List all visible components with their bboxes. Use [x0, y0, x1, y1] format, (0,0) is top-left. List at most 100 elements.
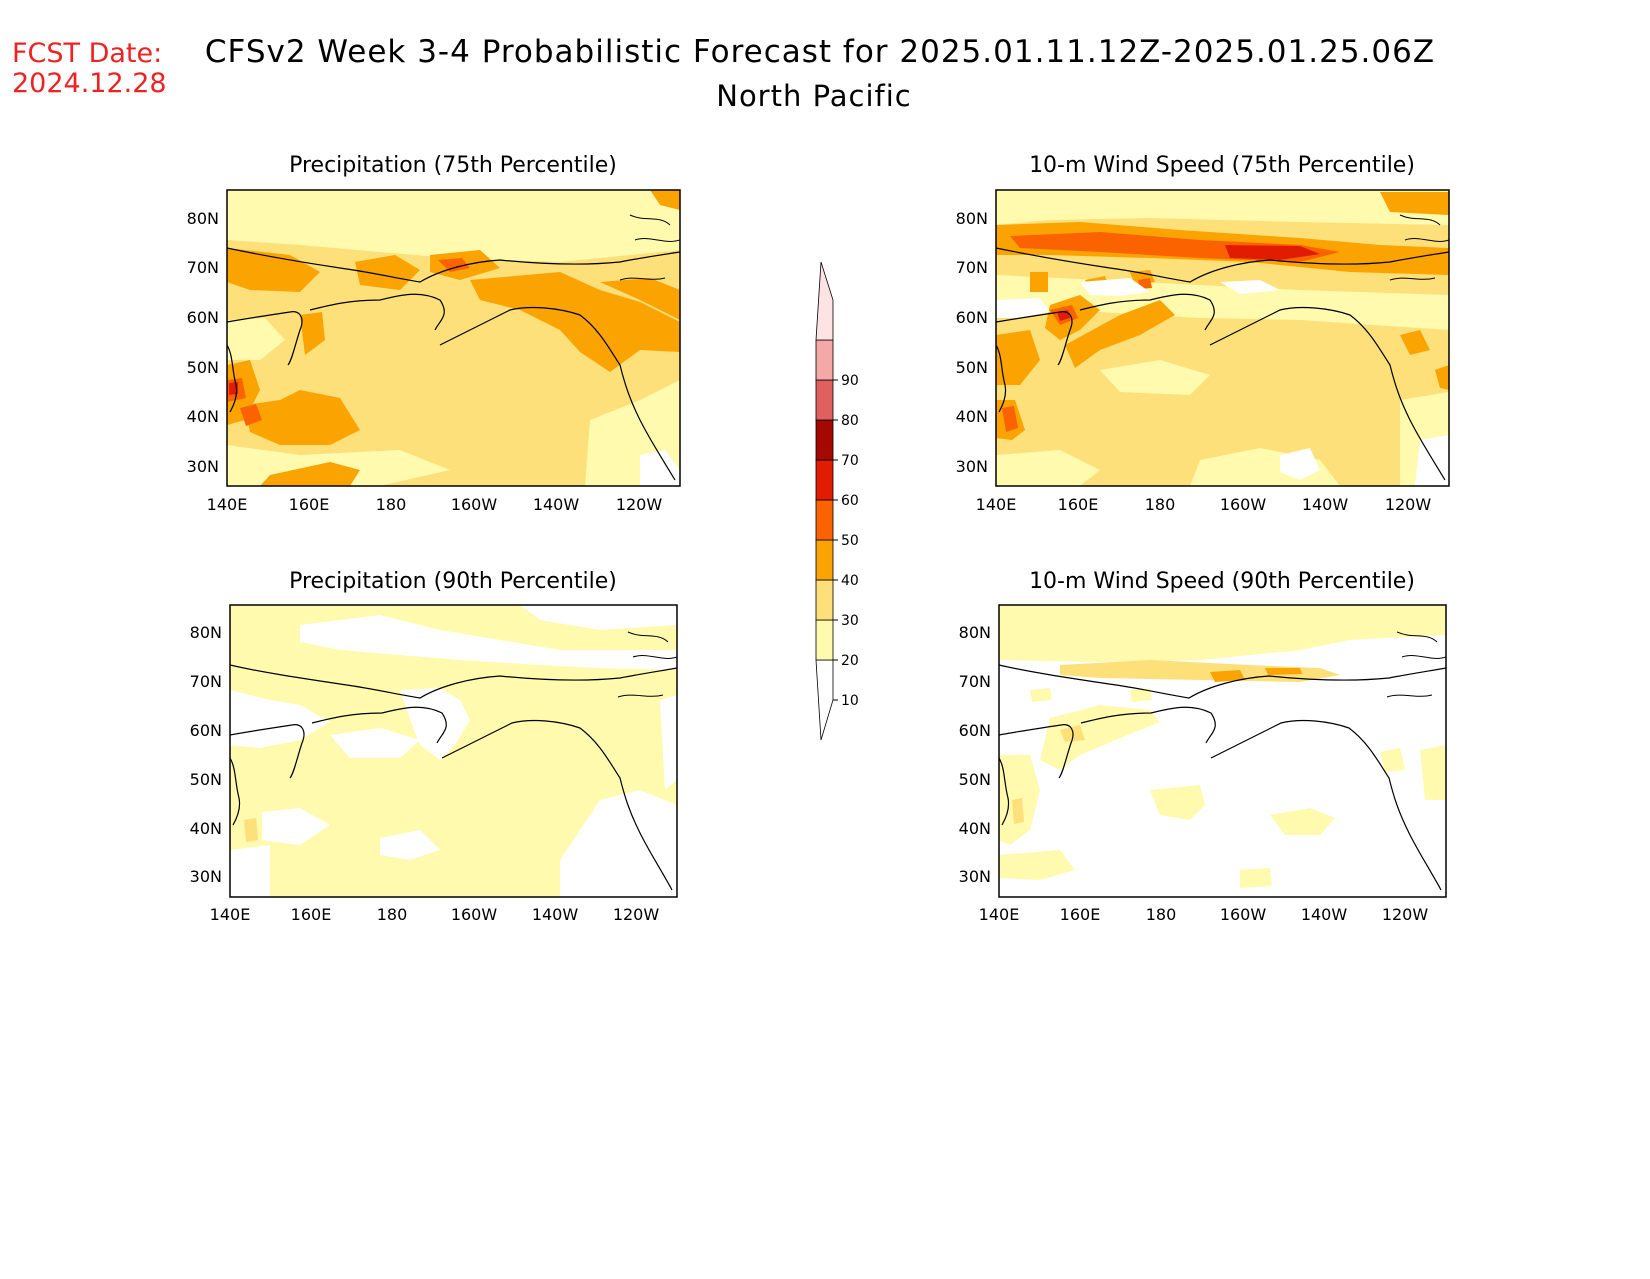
shade-light [996, 190, 1449, 225]
fcst-date-value: 2024.12.28 [12, 68, 167, 99]
lon-label: 180 [1145, 495, 1176, 514]
colorbar-bin [815, 261, 834, 341]
lat-label: 80N [956, 209, 988, 228]
shade-light [1240, 868, 1272, 888]
shade-orange [1210, 670, 1245, 682]
shade-light [1100, 360, 1210, 395]
lon-label: 180 [377, 905, 408, 924]
coastline [999, 706, 1216, 779]
lon-label: 140W [532, 905, 579, 924]
panel-wind-90: 10-m Wind Speed (90th Percentile) [959, 569, 1447, 924]
shade-orange [260, 462, 360, 486]
shade-light [999, 605, 1446, 662]
colorbar-label: 50 [841, 533, 859, 549]
colorbar-bin [815, 579, 834, 621]
fcst-date-label: FCST Date: [12, 38, 162, 69]
coastline [441, 719, 673, 891]
lat-label: 80N [959, 623, 991, 642]
lat-label: 70N [959, 672, 991, 691]
colorbar-bin [815, 379, 834, 421]
shade-white [330, 728, 420, 758]
coastline [1386, 631, 1446, 698]
coastline [1209, 306, 1446, 481]
lat-label: 60N [956, 308, 988, 327]
coastline [996, 344, 1007, 413]
shade-orange [245, 390, 360, 445]
lat-label: 50N [956, 358, 988, 377]
shade-yellow [244, 818, 258, 842]
lon-axis-labels: 140E 160E 180 160W 140W 120W [979, 905, 1429, 924]
lon-label: 160E [1058, 495, 1099, 514]
lat-axis-labels: 80N 70N 60N 50N 40N 30N [956, 209, 988, 476]
shade-white [1220, 280, 1280, 294]
precip-75-shading [227, 190, 680, 486]
shade-orange [300, 312, 325, 355]
shade-orange [600, 278, 680, 320]
shade-orange [1065, 300, 1175, 368]
coastline [999, 757, 1010, 826]
lat-label: 30N [956, 457, 988, 476]
shade-white [640, 450, 680, 486]
map-frame [995, 189, 1450, 487]
shade-white [1280, 448, 1320, 480]
precip-90-shading [230, 605, 677, 897]
lon-label: 140E [207, 495, 248, 514]
panel-title: Precipitation (75th Percentile) [289, 153, 617, 178]
lat-label: 40N [956, 407, 988, 426]
shade-white [400, 688, 470, 760]
lon-label: 160E [291, 905, 332, 924]
colorbar-label: 70 [841, 453, 859, 469]
lon-label: 140W [533, 495, 580, 514]
lon-label: 120W [616, 495, 663, 514]
lon-label: 180 [1146, 905, 1177, 924]
colorbar-bin [815, 459, 834, 501]
shade-orange [1030, 272, 1048, 292]
lat-label: 30N [187, 457, 219, 476]
lon-label: 160W [1220, 905, 1267, 924]
coastline [230, 664, 677, 699]
lat-label: 70N [187, 258, 219, 277]
colorbar-label: 80 [841, 413, 859, 429]
lon-label: 140E [210, 905, 251, 924]
shade-orange [650, 190, 680, 210]
lat-label: 50N [187, 358, 219, 377]
panel-title: 10-m Wind Speed (90th Percentile) [1029, 569, 1415, 594]
shade-orange [996, 330, 1040, 385]
shade-light [999, 850, 1075, 880]
panel-title: 10-m Wind Speed (75th Percentile) [1029, 153, 1415, 178]
coastline [996, 247, 1449, 283]
coastline [996, 293, 1215, 366]
map-frame [998, 604, 1447, 898]
colorbar-label: 30 [841, 613, 859, 629]
colorbar-bin [815, 499, 834, 541]
coastline [227, 293, 445, 366]
lon-label: 120W [1385, 495, 1432, 514]
shade-orange [355, 255, 420, 290]
shade-light [227, 318, 285, 360]
shade-white [380, 830, 440, 860]
lat-axis-labels: 80N 70N 60N 50N 40N 30N [190, 623, 222, 886]
lat-label: 50N [959, 770, 991, 789]
shade-light [1040, 705, 1160, 770]
lat-label: 50N [190, 770, 222, 789]
colorbar-bin [815, 619, 834, 661]
shade-yellow [1012, 798, 1024, 824]
coastline [619, 214, 680, 281]
shade-white [996, 298, 1050, 318]
shade-orange [1400, 330, 1430, 355]
colorbar: 10 20 30 40 50 60 70 80 90 [815, 261, 859, 741]
lat-label: 60N [959, 721, 991, 740]
colorbar-label: 90 [841, 373, 859, 389]
shade-orange [1435, 365, 1449, 390]
lat-label: 30N [959, 867, 991, 886]
shade-white [230, 690, 330, 748]
colorbar-label: 40 [841, 573, 859, 589]
shade-orange [227, 248, 320, 292]
lon-axis-labels: 140E 160E 180 160W 140W 120W [210, 905, 660, 924]
shade-white [230, 845, 270, 897]
coastline [1389, 214, 1449, 281]
coastline [439, 306, 676, 481]
shade-light [1420, 745, 1446, 800]
shade-orange [1380, 192, 1449, 215]
